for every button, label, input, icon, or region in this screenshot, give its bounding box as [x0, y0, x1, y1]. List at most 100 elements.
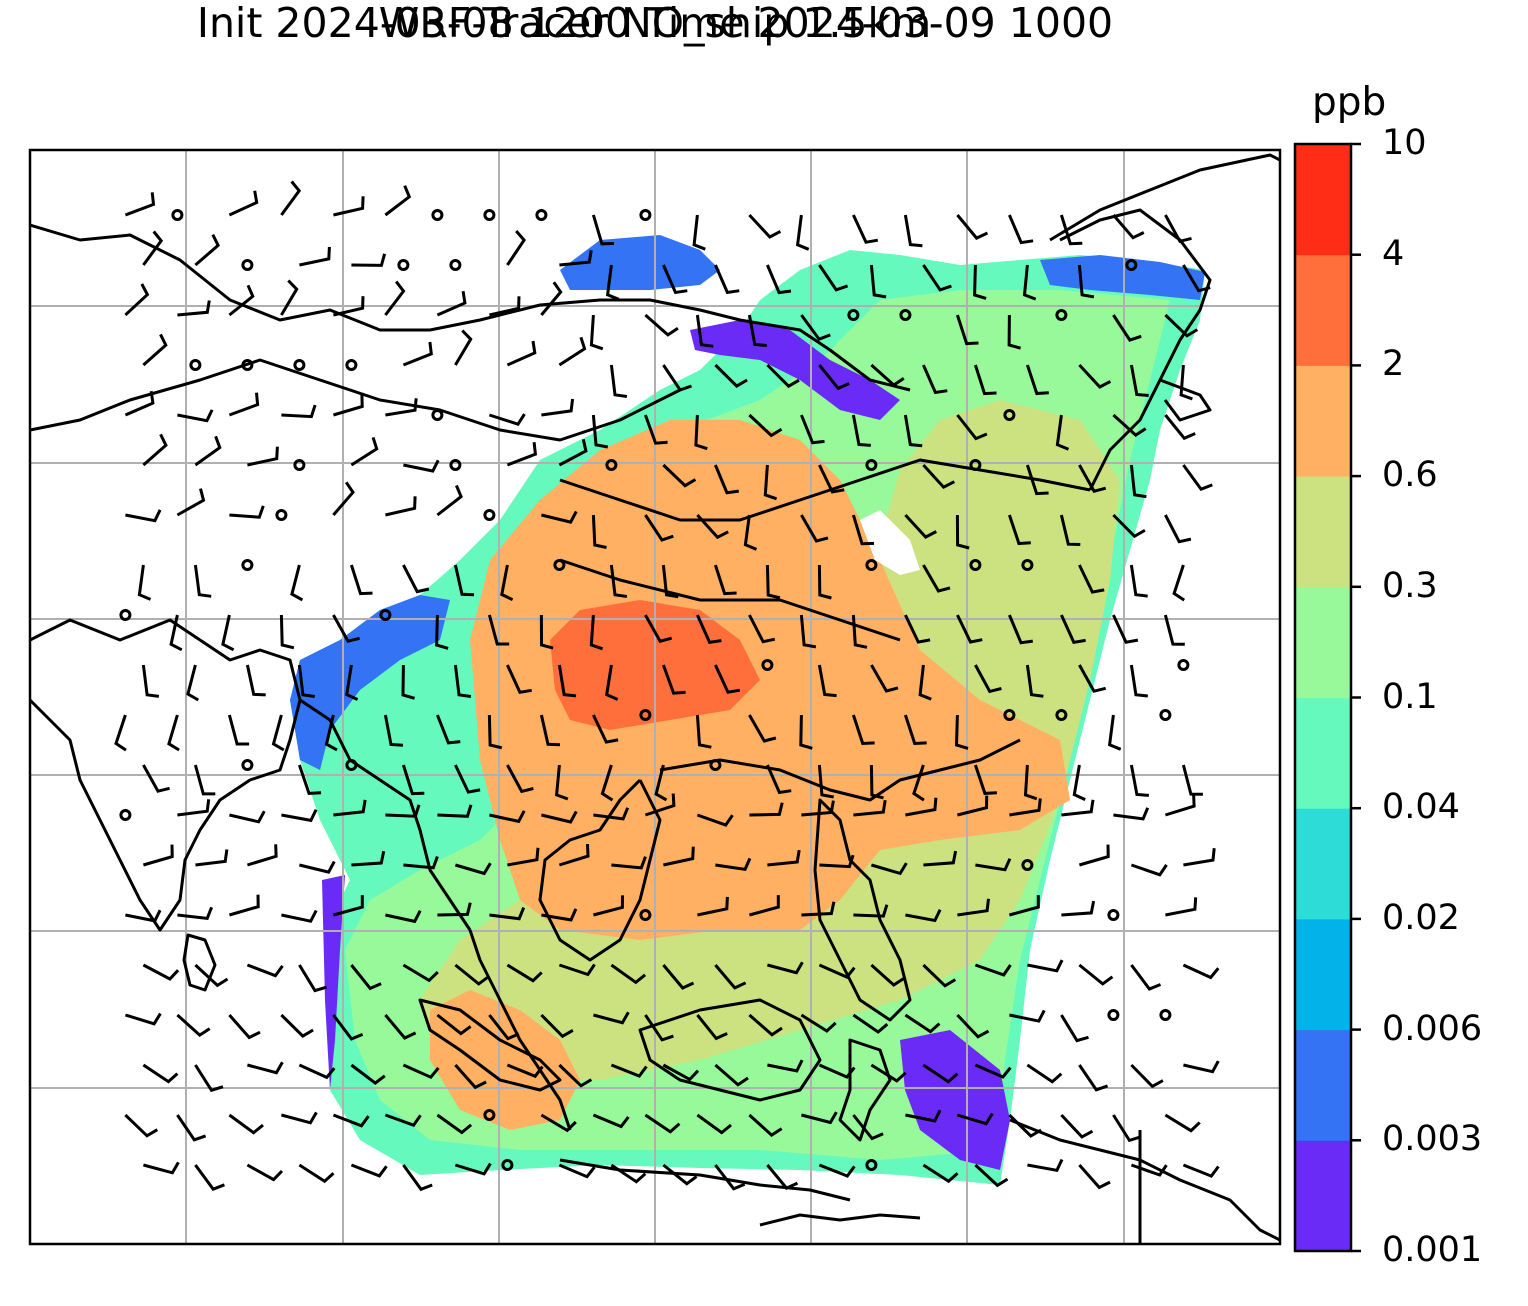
- wind-barb: [801, 1111, 838, 1125]
- calm-wind-marker: [639, 709, 652, 721]
- colorbar-tick-label: 0.1: [1382, 676, 1438, 717]
- wind-barb: [541, 398, 575, 417]
- wind-barb: [905, 1109, 942, 1123]
- wind-barb: [766, 1164, 799, 1190]
- wind-barb: [749, 895, 780, 917]
- colorbar-segment: [1295, 365, 1351, 477]
- wind-barb: [1078, 363, 1112, 389]
- wind-barb: [1009, 895, 1040, 917]
- wind-barb: [351, 850, 386, 867]
- wind-barb: [644, 614, 673, 643]
- wind-barb: [124, 283, 150, 317]
- wind-barb: [748, 614, 776, 644]
- wind-barb: [870, 862, 908, 876]
- wind-barb: [1078, 844, 1110, 867]
- wind-barb: [766, 764, 792, 795]
- calm-wind-marker: [535, 209, 548, 221]
- wind-barb: [957, 898, 990, 917]
- wind-barb: [1027, 1158, 1064, 1172]
- wind-barb: [696, 1113, 732, 1135]
- coastline-north: [30, 223, 911, 392]
- wind-barb: [713, 564, 737, 596]
- field-layer-southeast-purple: [900, 1030, 1010, 1170]
- coastline-vietnam: [538, 778, 662, 962]
- wind-barb: [247, 446, 279, 467]
- wind-barb: [298, 1163, 335, 1184]
- wind-barb: [644, 793, 676, 817]
- wind-barb: [1112, 1114, 1142, 1143]
- wind-barb: [589, 614, 604, 651]
- wind-barb: [1164, 414, 1196, 441]
- field-layer-north-blue: [560, 235, 720, 290]
- wind-barb: [557, 664, 577, 698]
- wind-barb: [904, 614, 931, 644]
- calm-wind-marker: [449, 259, 462, 271]
- wind-barb: [662, 264, 688, 295]
- wind-barb: [819, 854, 855, 869]
- wind-barb: [692, 214, 706, 251]
- calm-wind-marker: [1125, 259, 1138, 271]
- wind-barb: [385, 398, 418, 417]
- wind-barb: [488, 1014, 520, 1041]
- wind-barb: [1072, 764, 1086, 801]
- calm-wind-marker: [1003, 709, 1016, 721]
- wind-barb: [332, 614, 360, 643]
- wind-barb: [1130, 964, 1162, 991]
- wind-barb: [280, 1013, 314, 1038]
- wind-barb: [333, 296, 365, 317]
- wind-barb: [194, 435, 222, 467]
- wind-barb: [904, 513, 938, 539]
- wind-barb: [1022, 264, 1037, 301]
- wind-barb: [1007, 514, 1031, 546]
- wind-barb: [1112, 214, 1145, 240]
- wind-barb: [593, 895, 624, 917]
- wind-barb: [748, 1113, 783, 1137]
- wind-barb: [228, 392, 260, 417]
- wind-barb: [333, 196, 365, 217]
- coastline-new-guinea: [1009, 1118, 1280, 1242]
- wind-barb: [851, 514, 875, 546]
- wind-barb: [696, 1014, 728, 1041]
- colorbar-segment: [1295, 808, 1351, 920]
- calm-wind-marker: [865, 459, 878, 471]
- wind-barb: [697, 896, 729, 917]
- wind-barb: [1165, 897, 1198, 917]
- wind-barb: [506, 664, 532, 694]
- wind-barb: [350, 436, 379, 467]
- wind-barb: [142, 433, 168, 467]
- wind-barb: [1055, 414, 1070, 451]
- wind-barb: [500, 564, 514, 602]
- wind-barb: [384, 280, 406, 316]
- field-layer-orange-south: [430, 990, 580, 1130]
- wind-barb: [765, 564, 781, 600]
- colorbar-segment: [1295, 476, 1351, 588]
- wind-barb: [324, 714, 338, 752]
- calm-wind-marker: [1177, 659, 1190, 671]
- wind-barb: [297, 664, 316, 698]
- calm-wind-marker: [899, 309, 912, 321]
- wind-barb: [186, 664, 200, 702]
- wind-barb: [696, 813, 734, 827]
- wind-barb: [661, 564, 679, 599]
- wind-barb: [1078, 564, 1105, 594]
- wind-barb: [401, 764, 425, 796]
- wind-barb: [558, 963, 596, 977]
- field-layer-inland-white: [860, 510, 920, 575]
- wind-barb: [1078, 1164, 1111, 1190]
- wind-barb: [714, 363, 748, 388]
- wind-barb: [1026, 1063, 1063, 1084]
- wind-barb: [489, 907, 526, 921]
- calm-wind-marker: [293, 459, 306, 471]
- calm-wind-marker: [639, 209, 652, 221]
- wind-barb: [403, 855, 439, 870]
- wind-barb: [903, 714, 927, 746]
- colorbar-segment: [1295, 586, 1351, 698]
- wind-barb: [956, 214, 989, 240]
- wind-barb: [747, 314, 767, 347]
- calm-wind-marker: [1159, 1009, 1172, 1021]
- wind-barb: [818, 464, 845, 494]
- calm-wind-marker: [1021, 859, 1034, 871]
- wind-barb: [922, 264, 952, 292]
- coastlines: [30, 153, 1280, 1244]
